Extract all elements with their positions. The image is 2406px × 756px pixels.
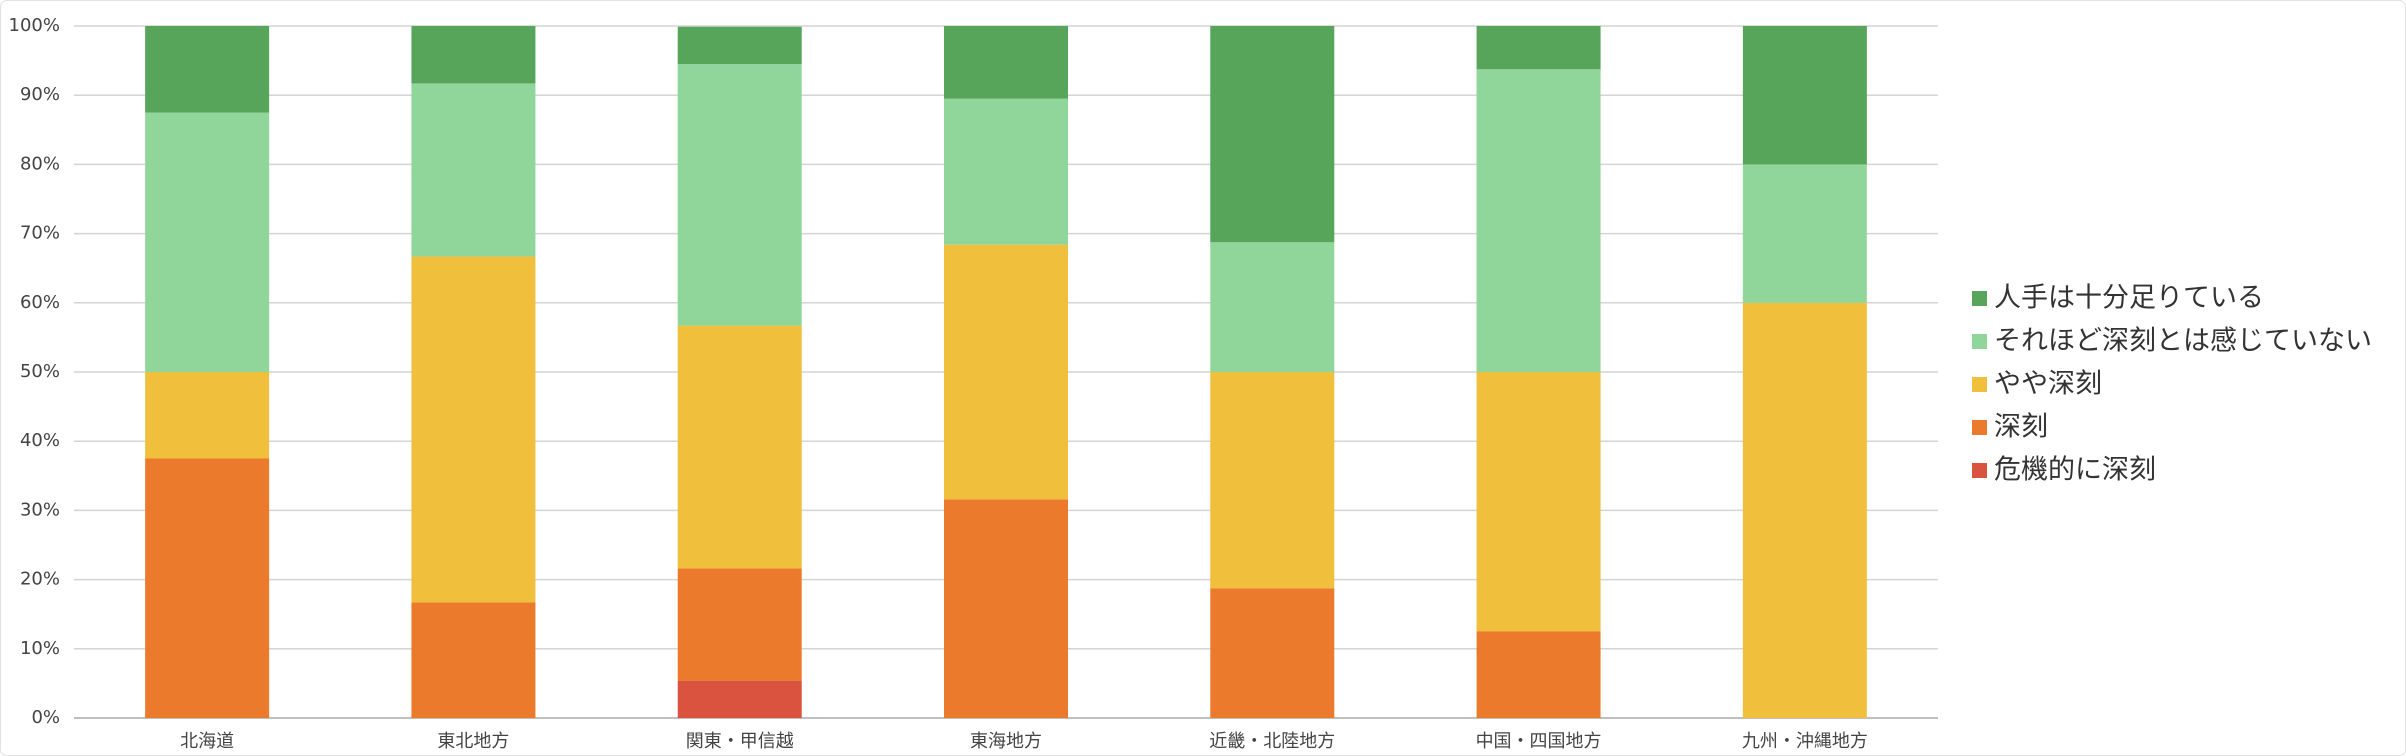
legend-label: 危機的に深刻 (1994, 455, 2156, 486)
bar-segment (1210, 588, 1335, 718)
bar-segment (145, 112, 270, 372)
bar-segment (677, 325, 802, 569)
bar-segment (145, 458, 270, 718)
bar-segment (1210, 26, 1335, 243)
y-tick-label: 100% (9, 15, 60, 36)
legend-label: 深刻 (1994, 412, 2048, 443)
bar-segment (1742, 164, 1867, 303)
bar-segment (145, 372, 270, 459)
y-tick-label: 30% (20, 499, 60, 520)
y-tick-label: 50% (20, 361, 60, 382)
y-tick-label: 20% (20, 569, 60, 590)
bar-segment (411, 256, 536, 603)
x-tick-label: 中国・四国地方 (1476, 731, 1602, 752)
bar-segment (1210, 372, 1335, 589)
x-tick-label: 九州・沖縄地方 (1742, 731, 1868, 752)
bar-segment (944, 499, 1068, 718)
x-tick-label: 東海地方 (970, 731, 1042, 752)
bar-segment (1476, 372, 1601, 632)
bar-segment (411, 83, 536, 257)
bar-segment (944, 244, 1068, 500)
bar-segment (677, 64, 802, 326)
bar-segment (1476, 631, 1601, 718)
bar-segment (1476, 26, 1601, 70)
y-tick-label: 60% (20, 292, 60, 313)
legend-swatch (1972, 334, 1987, 349)
bar-segment (677, 680, 802, 718)
legend-swatch (1972, 377, 1987, 392)
legend-swatch (1972, 463, 1987, 478)
x-tick-label: 東北地方 (437, 731, 509, 752)
y-tick-label: 10% (20, 638, 60, 659)
bar-segment (677, 26, 802, 65)
bar-segment (1742, 26, 1867, 165)
bar-segment (944, 98, 1068, 245)
legend-label: 人手は十分足りている (1994, 283, 2264, 314)
x-tick-label: 近畿・北陸地方 (1209, 731, 1335, 752)
y-tick-label: 0% (31, 707, 60, 728)
bar-segment (145, 26, 270, 113)
legend-swatch (1972, 420, 1987, 435)
y-tick-label: 70% (20, 223, 60, 244)
legend-swatch (1972, 291, 1987, 306)
bar-segment (1742, 302, 1867, 718)
bar-segment (411, 26, 536, 84)
y-tick-label: 90% (20, 84, 60, 105)
y-tick-label: 80% (20, 153, 60, 174)
bar-segment (411, 602, 536, 718)
bar-segment (1476, 69, 1601, 372)
bar-segment (1210, 242, 1335, 372)
legend-label: それほど深刻とは感じていない (1994, 326, 2372, 357)
bar-segment (944, 26, 1068, 99)
x-tick-label: 関東・甲信越 (686, 731, 794, 752)
y-tick-label: 40% (20, 430, 60, 451)
legend-label: やや深刻 (1994, 369, 2102, 400)
x-tick-label: 北海道 (180, 731, 234, 752)
bar-segment (677, 568, 802, 681)
